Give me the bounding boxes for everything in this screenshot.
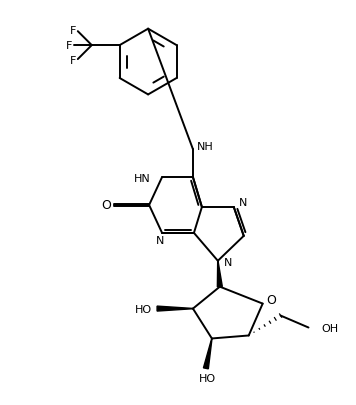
Text: F: F xyxy=(66,41,72,51)
Text: HN: HN xyxy=(134,174,151,183)
Polygon shape xyxy=(203,339,212,369)
Text: N: N xyxy=(239,198,247,207)
Text: N: N xyxy=(156,235,164,245)
Text: F: F xyxy=(70,56,76,66)
Text: O: O xyxy=(101,199,111,212)
Text: O: O xyxy=(267,293,277,306)
Text: HO: HO xyxy=(135,304,152,314)
Polygon shape xyxy=(157,306,193,311)
Text: F: F xyxy=(70,26,76,36)
Polygon shape xyxy=(218,261,222,287)
Text: OH: OH xyxy=(321,323,339,333)
Text: N: N xyxy=(224,257,232,267)
Text: HO: HO xyxy=(199,373,216,384)
Text: NH: NH xyxy=(197,142,214,152)
